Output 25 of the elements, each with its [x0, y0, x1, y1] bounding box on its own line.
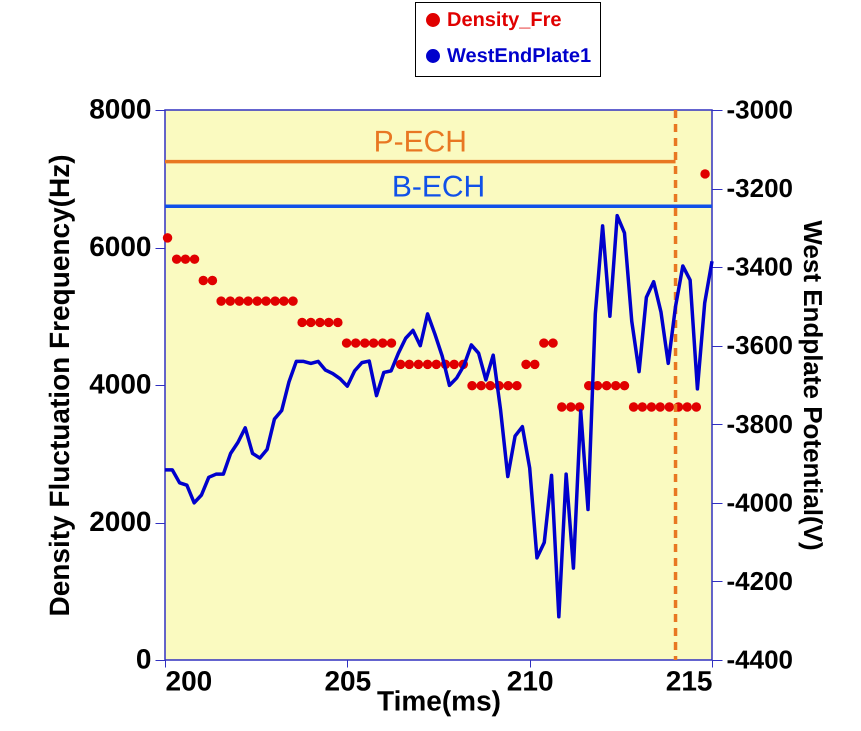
y2-tick-label: -4400 [726, 644, 793, 674]
x-tick-label: 210 [506, 666, 554, 696]
x-tick-label: 200 [166, 666, 212, 696]
y-tick-label: 4000 [89, 368, 152, 400]
y2-tick-label: -3800 [726, 408, 793, 439]
x-tick-label: 205 [324, 666, 372, 696]
y-tick-label: 0 [136, 644, 152, 674]
y2-tick-label: -3400 [726, 252, 793, 282]
y2-tick-label: -3200 [726, 173, 793, 204]
y-tick-label: 2000 [89, 506, 152, 537]
annotation: B-ECH [392, 170, 486, 204]
x-axis-title: Time(ms) [377, 686, 501, 716]
x-tick-label: 215 [666, 666, 712, 696]
y2-tick-label: -3000 [726, 94, 793, 124]
y2-axis-title: West Endplate Potential(V) [798, 220, 828, 551]
y2-tick-label: -4200 [726, 566, 793, 596]
y-tick-label: 8000 [89, 94, 152, 124]
y2-tick-label: -3600 [726, 330, 793, 360]
y-tick-label: 6000 [89, 231, 152, 262]
line-series [163, 214, 714, 619]
legend-label: Density_Fre [447, 9, 562, 31]
y2-tick-label: -4000 [726, 487, 793, 518]
legend-label: WestEndPlate1 [447, 45, 592, 67]
y-axis-title: Density Fluctuation Frequency(Hz) [44, 154, 76, 617]
annotation: P-ECH [374, 126, 467, 159]
